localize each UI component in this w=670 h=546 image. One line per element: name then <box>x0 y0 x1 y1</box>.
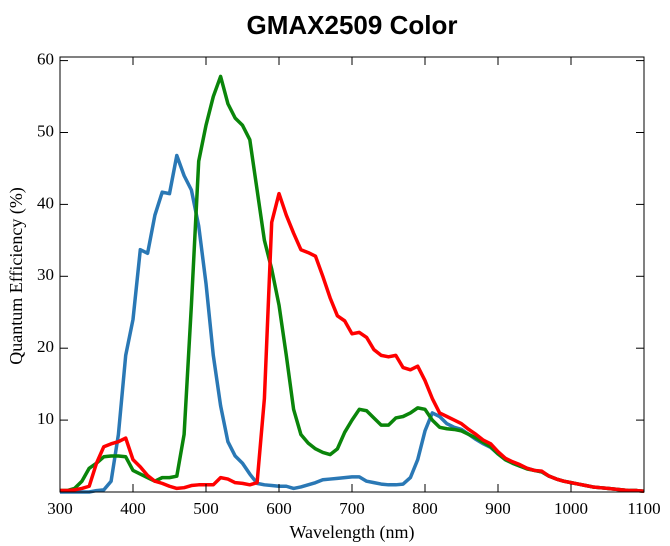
y-tick-label: 60 <box>37 50 54 69</box>
series-line <box>60 191 645 494</box>
x-tick-label: 600 <box>266 499 292 518</box>
series-line <box>60 153 645 494</box>
chart-title: GMAX2509 Color <box>247 10 458 40</box>
y-tick-label: 50 <box>37 121 54 140</box>
y-tick-label: 10 <box>37 409 54 428</box>
x-tick-label: 800 <box>412 499 438 518</box>
plot-frame <box>59 56 645 493</box>
x-tick-label: 1000 <box>554 499 588 518</box>
x-tick-label: 900 <box>485 499 511 518</box>
series-line <box>60 74 645 494</box>
x-tick-label: 400 <box>120 499 146 518</box>
y-axis-label: Quantum Efficiency (%) <box>6 187 27 365</box>
x-tick-label: 700 <box>339 499 365 518</box>
y-tick-label: 40 <box>37 193 54 212</box>
x-tick-label: 300 <box>47 499 73 518</box>
y-tick-label: 30 <box>37 265 54 284</box>
x-axis-label: Wavelength (nm) <box>289 522 414 543</box>
x-tick-label: 1100 <box>627 499 660 518</box>
x-tick-label: 500 <box>193 499 219 518</box>
y-tick-label: 20 <box>37 337 54 356</box>
